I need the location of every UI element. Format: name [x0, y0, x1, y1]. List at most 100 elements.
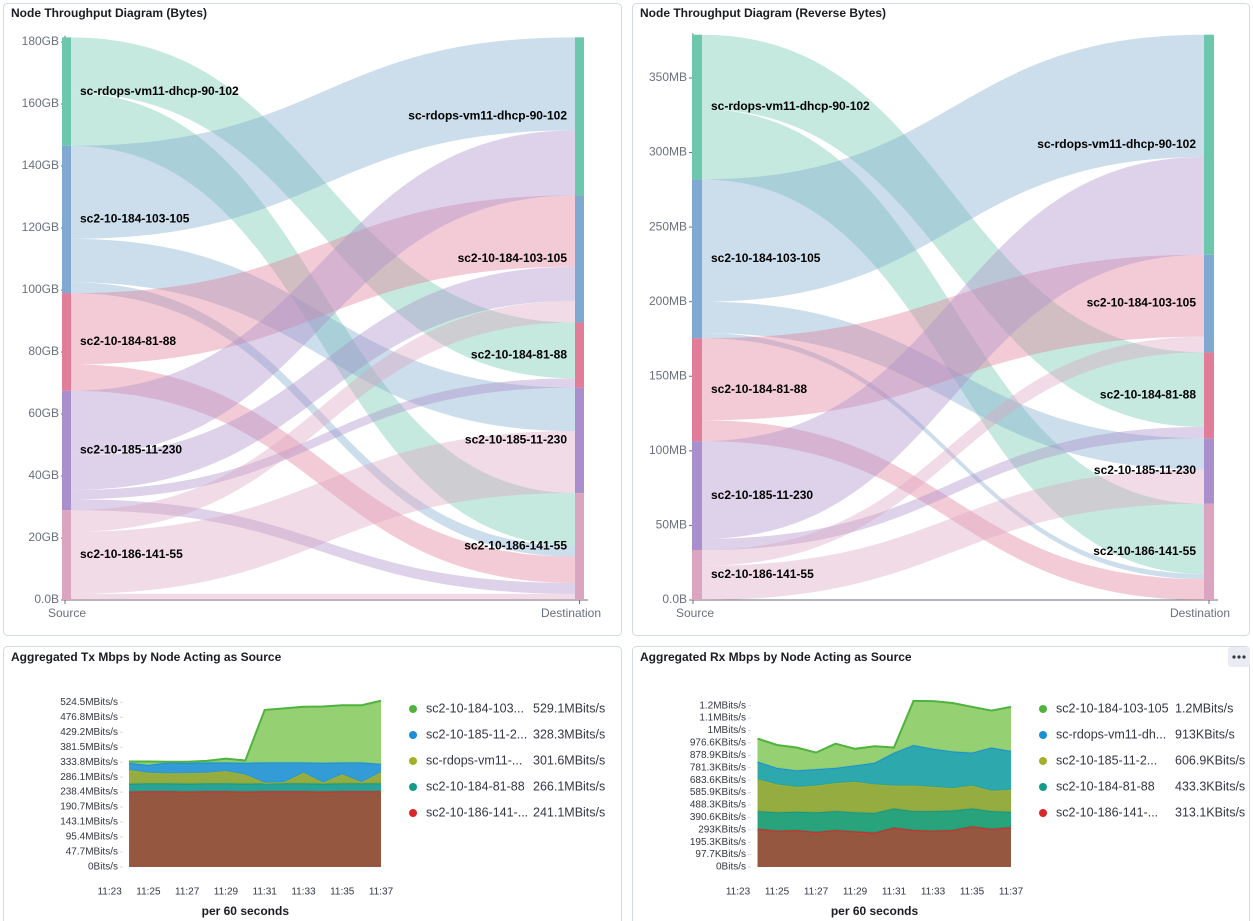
panel-title: Node Throughput Diagram (Reverse Bytes) — [640, 6, 886, 20]
target-node-label: sc2-10-184-103-105 — [458, 251, 568, 265]
legend-label: sc2-10-186-141-... — [1056, 805, 1158, 819]
legend-label: sc2-10-186-141-... — [426, 805, 528, 819]
panel-options-button[interactable] — [1228, 647, 1250, 667]
target-node — [575, 493, 584, 600]
flow-link — [71, 378, 575, 500]
x-tick-label: 11:29 — [843, 887, 868, 898]
y-tick-label: 200MB — [649, 294, 687, 308]
y-tick-label: 190.7MBits/s — [60, 802, 118, 813]
source-node — [62, 510, 71, 600]
source-node-label: sc-rdops-vm11-dhcp-90-102 — [80, 84, 239, 98]
flow-link — [702, 254, 1204, 421]
flow-link — [702, 34, 1204, 302]
x-tick-label: 11:27 — [175, 887, 200, 898]
legend-label: sc2-10-184-81-88 — [1056, 779, 1155, 793]
stacked-area — [129, 700, 381, 765]
flow-link — [71, 130, 575, 456]
source-node-label: sc-rdops-vm11-dhcp-90-102 — [711, 99, 870, 113]
x-tick-label: 11:35 — [330, 887, 355, 898]
y-tick-label: 1MBits/s — [708, 725, 746, 736]
legend-marker — [1039, 757, 1047, 765]
y-tick-label: 878.9KBits/s — [690, 750, 746, 761]
target-node-label: sc2-10-186-141-55 — [1093, 544, 1196, 558]
y-tick-label: 120GB — [22, 220, 59, 234]
x-axis-title: per 60 seconds — [831, 904, 919, 918]
panel-title: Aggregated Rx Mbps by Node Acting as Sou… — [640, 650, 912, 664]
y-tick-label: 476.8MBits/s — [60, 712, 118, 723]
legend-label: sc2-10-184-103... — [426, 701, 524, 715]
flow-link — [71, 282, 575, 557]
panel-title: Node Throughput Diagram (Bytes) — [11, 6, 207, 20]
y-tick-label: 1.2MBits/s — [699, 700, 746, 711]
flow-link — [71, 364, 575, 583]
x-tick-label: 11:25 — [765, 887, 790, 898]
flow-link — [702, 426, 1204, 551]
flow-link — [71, 300, 575, 532]
source-node-label: sc2-10-185-11-230 — [80, 443, 182, 457]
legend-marker — [1039, 809, 1047, 817]
flow-link — [702, 333, 1204, 580]
y-tick-label: 585.9KBits/s — [690, 787, 746, 798]
area-line — [757, 699, 1012, 754]
target-node-label: sc2-10-185-11-230 — [1094, 463, 1196, 477]
target-node — [1204, 34, 1214, 255]
legend-value: 301.6MBits/s — [533, 753, 605, 767]
source-node-label: sc2-10-184-81-88 — [711, 382, 807, 396]
flow-link — [71, 593, 575, 600]
x-tick-label: 11:33 — [921, 887, 946, 898]
y-tick-label: 781.3KBits/s — [690, 762, 746, 773]
legend-marker — [1039, 705, 1047, 713]
target-node — [575, 37, 584, 196]
target-node-label: sc2-10-185-11-230 — [465, 433, 567, 447]
x-tick-label: 11:23 — [726, 887, 751, 898]
y-tick-label: 429.2MBits/s — [60, 727, 118, 738]
options-dot — [1232, 655, 1236, 659]
y-tick-label: 140GB — [22, 158, 59, 172]
legend-value: 313.1KBits/s — [1175, 805, 1245, 819]
y-tick-label: 390.6KBits/s — [690, 812, 746, 823]
y-tick-label: 350MB — [649, 70, 687, 84]
y-tick-label: 50MB — [656, 518, 687, 532]
y-tick-label: 286.1MBits/s — [60, 772, 118, 783]
target-node — [1204, 254, 1214, 353]
legend-value: 241.1MBits/s — [533, 805, 605, 819]
legend-marker — [409, 757, 417, 765]
legend-label: sc2-10-184-81-88 — [426, 779, 525, 793]
legend-marker — [1039, 731, 1047, 739]
panel-title: Aggregated Tx Mbps by Node Acting as Sou… — [11, 650, 282, 664]
target-node-label: sc2-10-186-141-55 — [464, 539, 567, 553]
legend-label: sc2-10-185-11-2... — [426, 727, 527, 741]
target-node — [575, 387, 584, 494]
stacked-area — [129, 783, 381, 792]
legend-marker — [409, 809, 417, 817]
y-tick-label: 80GB — [28, 344, 59, 358]
target-node — [1204, 503, 1214, 600]
y-tick-label: 100GB — [22, 282, 59, 296]
area-line — [129, 699, 382, 763]
x-tick-label: 11:23 — [97, 887, 122, 898]
flow-link — [71, 499, 575, 594]
options-dot — [1242, 655, 1246, 659]
y-tick-label: 300MB — [649, 145, 687, 159]
stacked-area — [757, 826, 1011, 867]
stacked-area — [757, 808, 1011, 833]
x-tick-label: 11:25 — [136, 887, 161, 898]
flow-link — [71, 431, 575, 594]
flow-link — [71, 37, 575, 239]
flow-link — [702, 420, 1204, 600]
target-node — [575, 322, 584, 388]
y-tick-label: 0.0B — [662, 592, 687, 606]
flow-link — [702, 34, 1204, 427]
x-tick-label: 11:31 — [882, 887, 907, 898]
stacked-area — [129, 762, 381, 783]
flow-link — [702, 336, 1204, 566]
source-node — [692, 179, 702, 339]
stacked-area — [757, 779, 1011, 813]
y-tick-label: 683.6KBits/s — [690, 775, 746, 786]
legend-marker — [409, 783, 417, 791]
x-tick-label: 11:29 — [214, 887, 239, 898]
x-tick-label: 11:31 — [253, 887, 278, 898]
source-node — [62, 145, 71, 294]
x-axis-label: Destination — [1170, 606, 1230, 620]
area-line — [757, 743, 1012, 772]
